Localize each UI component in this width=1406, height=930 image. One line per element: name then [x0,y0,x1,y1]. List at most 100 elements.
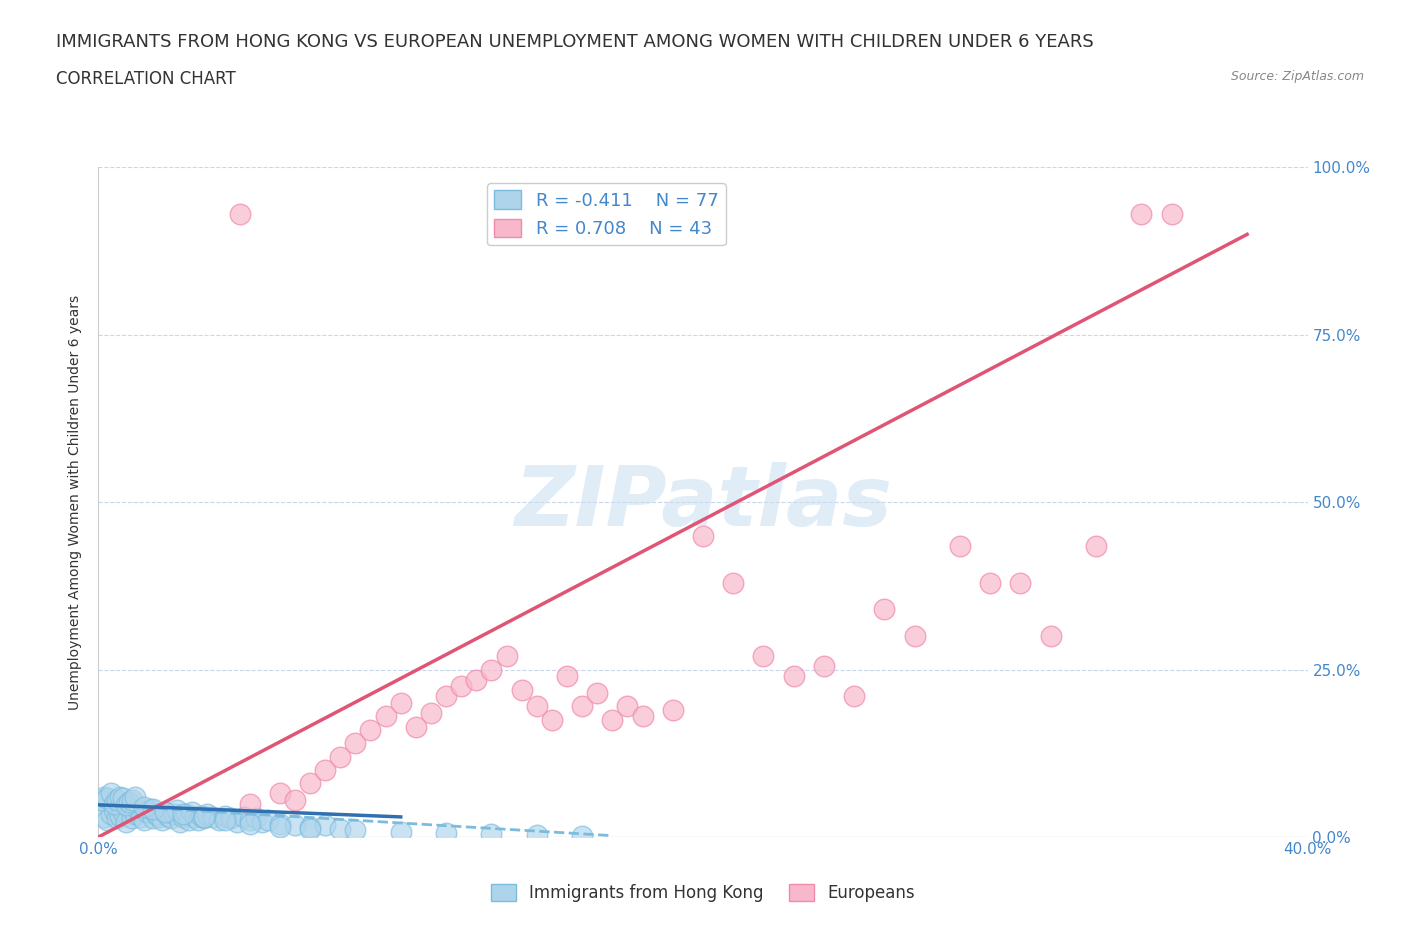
Text: ZIPatlas: ZIPatlas [515,461,891,543]
Point [405,719,427,734]
Point [389,696,412,711]
Point [93,809,115,824]
Point [132,800,155,815]
Point [148,809,170,824]
Point [465,672,488,687]
Point [631,709,654,724]
Point [114,797,136,812]
Point [229,206,252,221]
Point [111,790,134,805]
Point [374,709,396,724]
Point [344,736,367,751]
Point [135,804,157,819]
Point [1130,206,1153,221]
Point [181,804,204,819]
Text: Source: ZipAtlas.com: Source: ZipAtlas.com [1230,70,1364,83]
Point [510,683,533,698]
Point [979,575,1001,590]
Point [160,811,183,826]
Point [172,806,194,821]
Point [103,803,125,817]
Point [844,689,866,704]
Point [221,811,243,826]
Point [174,806,197,821]
Point [108,790,131,804]
Point [124,806,146,821]
Point [232,809,254,824]
Point [269,786,291,801]
Point [214,808,236,823]
Point [284,817,307,832]
Point [153,804,176,819]
Point [187,813,209,828]
Point [1010,575,1032,590]
Point [450,679,472,694]
Point [169,815,191,830]
Point [1160,206,1182,221]
Point [813,658,835,673]
Point [344,823,367,838]
Point [481,826,503,841]
Point [434,689,457,704]
Point [314,763,336,777]
Point [269,819,291,834]
Point [114,815,136,830]
Point [193,811,215,826]
Point [526,699,548,714]
Point [118,795,141,810]
Point [1039,629,1062,644]
Point [314,817,336,832]
Point [481,662,503,677]
Point [121,811,143,826]
Point [142,802,165,817]
Point [208,813,231,828]
Legend: Immigrants from Hong Kong, Europeans: Immigrants from Hong Kong, Europeans [485,878,921,909]
Point [329,821,352,836]
Point [250,815,273,830]
Point [269,817,291,831]
Point [153,804,176,819]
Point [195,806,218,821]
Point [329,750,352,764]
Point [495,649,517,664]
Text: IMMIGRANTS FROM HONG KONG VS EUROPEAN UNEMPLOYMENT AMONG WOMEN WITH CHILDREN UND: IMMIGRANTS FROM HONG KONG VS EUROPEAN UN… [56,33,1094,50]
Point [571,829,593,844]
Point [239,817,262,831]
Point [118,800,141,815]
Point [124,790,146,804]
Point [555,669,578,684]
Point [1085,538,1108,553]
Point [96,790,118,805]
Point [256,813,278,828]
Point [166,803,188,817]
Point [193,809,215,824]
Point [783,669,806,684]
Y-axis label: Unemployment Among Women with Children Under 6 years: Unemployment Among Women with Children U… [69,295,83,710]
Point [139,802,162,817]
Point [163,806,186,821]
Point [360,723,382,737]
Point [616,699,638,714]
Point [214,813,236,828]
Point [142,811,165,826]
Point [299,821,322,836]
Point [93,790,115,804]
Point [150,813,173,828]
Point [105,792,128,807]
Point [526,828,548,843]
Point [602,712,624,727]
Point [145,806,167,821]
Point [103,796,125,811]
Point [129,809,152,824]
Point [121,792,143,807]
Point [434,826,457,841]
Point [299,776,322,790]
Point [904,629,927,644]
Point [190,808,212,823]
Point [156,808,179,823]
Point [949,538,972,553]
Point [90,792,112,807]
Point [389,824,412,839]
Point [111,804,134,819]
Point [571,699,593,714]
